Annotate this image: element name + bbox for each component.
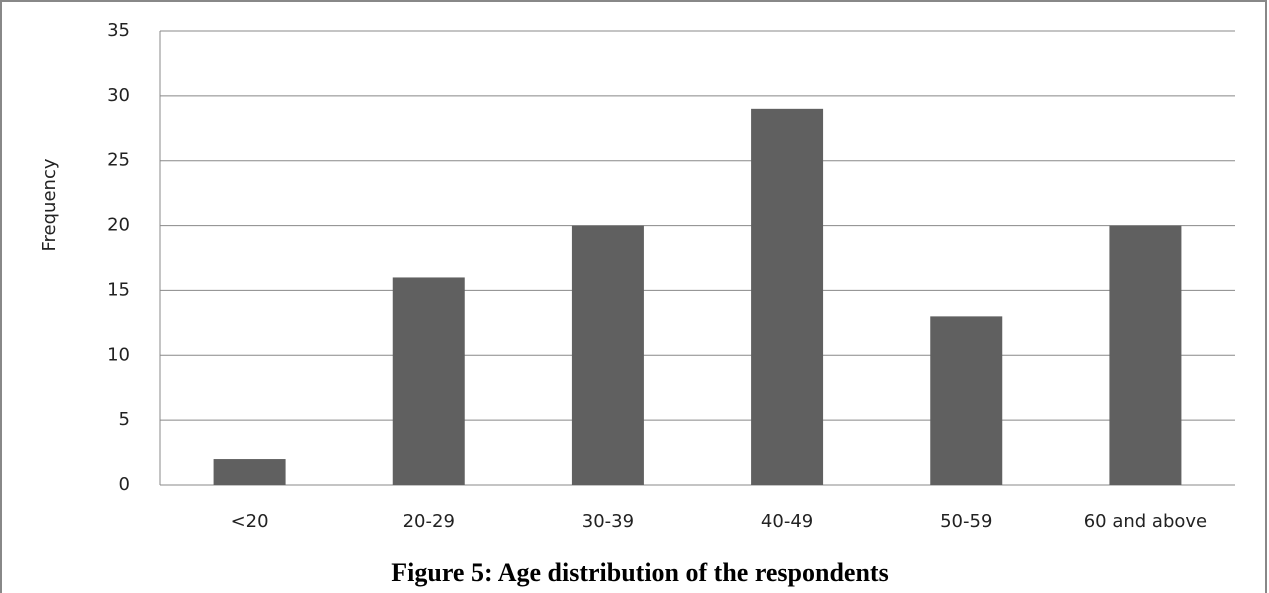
y-tick-label: 25 <box>107 150 130 171</box>
y-tick-label: 35 <box>107 20 130 41</box>
x-tick-label: 20-29 <box>403 511 455 532</box>
x-tick-label: 50-59 <box>940 511 992 532</box>
y-tick-label: 30 <box>107 85 130 106</box>
x-tick-label: 30-39 <box>582 511 634 532</box>
y-tick-label: 0 <box>119 474 130 495</box>
bar <box>930 316 1003 485</box>
x-tick-label: 60 and above <box>1084 511 1207 532</box>
y-axis-label: Frequency <box>39 158 60 251</box>
y-tick-label: 10 <box>107 344 130 365</box>
bar <box>571 225 644 486</box>
x-tick-label: <20 <box>231 511 269 532</box>
bar <box>751 108 824 485</box>
x-tick-label: 40-49 <box>761 511 813 532</box>
y-tick-label: 5 <box>119 409 130 430</box>
bar <box>1109 225 1182 486</box>
chart-title: Figure 5: Age distribution of the respon… <box>391 558 888 587</box>
y-tick-label: 15 <box>107 279 130 300</box>
bar <box>213 459 286 485</box>
bar <box>392 277 465 485</box>
y-tick-label: 20 <box>107 215 130 236</box>
